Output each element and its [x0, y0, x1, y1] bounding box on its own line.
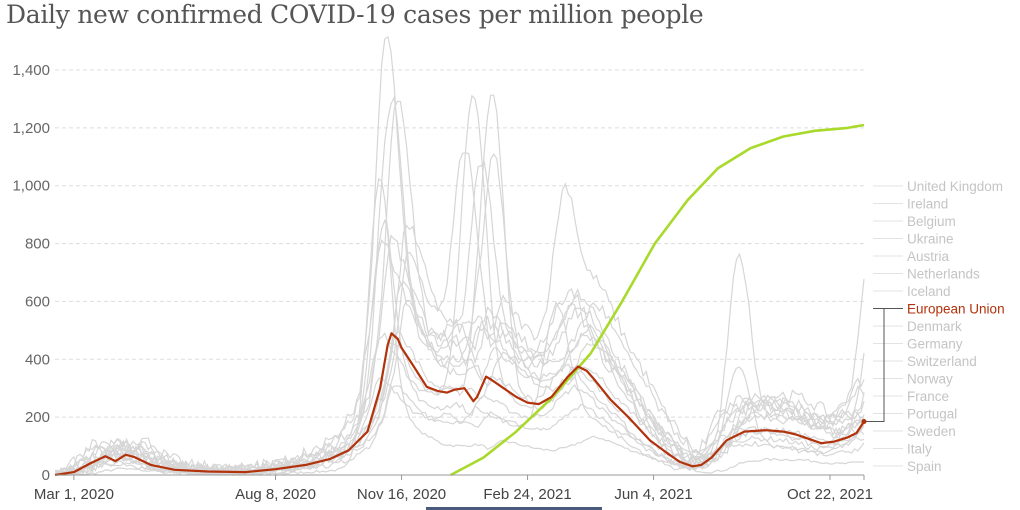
- legend-label: Norway: [907, 372, 953, 387]
- legend-item[interactable]: Belgium: [873, 214, 956, 229]
- legend-item[interactable]: Switzerland: [873, 354, 977, 369]
- y-tick-label: 1,200: [12, 120, 50, 137]
- legend-label: Denmark: [907, 319, 962, 334]
- legend[interactable]: United Kingdom Ireland Belgium Ukraine Austr…: [866, 179, 1005, 474]
- x-tick-label: Mar 1, 2020: [34, 486, 114, 503]
- legend-label: Ukraine: [907, 232, 954, 247]
- country-line: [54, 152, 865, 477]
- legend-item[interactable]: Netherlands: [873, 267, 980, 282]
- eu-series: [54, 332, 867, 477]
- x-axis: Mar 1, 2020 Aug 8, 2020 Nov 16, 2020 Feb 24…: [34, 474, 873, 503]
- legend-label: Switzerland: [907, 354, 977, 369]
- eu-line: [54, 332, 865, 477]
- country-line: [54, 331, 865, 476]
- legend-item[interactable]: United Kingdom: [873, 179, 1003, 194]
- x-tick-label: Oct 22, 2021: [787, 486, 873, 503]
- other-country-series: [54, 35, 865, 477]
- country-line: [54, 366, 865, 476]
- country-line: [55, 152, 865, 477]
- y-axis-ticks: 0 200 400 600 800 1,000 1,200 1,400: [12, 62, 50, 484]
- country-line: [54, 100, 865, 477]
- x-tick-label: Feb 24, 2021: [483, 486, 571, 503]
- legend-label: European Union: [907, 302, 1005, 317]
- country-line: [54, 160, 865, 477]
- legend-label: Netherlands: [907, 267, 980, 282]
- eu-legend-connector: [866, 308, 903, 422]
- gridlines: [55, 69, 864, 418]
- legend-item[interactable]: Portugal: [873, 407, 957, 422]
- x-tick-label: Nov 16, 2020: [357, 486, 446, 503]
- legend-item[interactable]: Norway: [873, 372, 953, 387]
- legend-item[interactable]: Italy: [873, 442, 932, 457]
- y-tick-label: 600: [25, 293, 50, 310]
- legend-item[interactable]: Ukraine: [873, 232, 954, 247]
- legend-label: Spain: [907, 459, 942, 474]
- legend-label: Ireland: [907, 197, 948, 212]
- legend-label: United Kingdom: [907, 179, 1003, 194]
- legend-item[interactable]: France: [873, 389, 949, 404]
- legend-item[interactable]: Germany: [873, 337, 963, 352]
- legend-label: Sweden: [907, 424, 956, 439]
- legend-label: Iceland: [907, 284, 951, 299]
- x-tick-label: Jun 4, 2021: [614, 486, 692, 503]
- country-line: [54, 234, 865, 476]
- legend-item[interactable]: Iceland: [873, 284, 951, 299]
- y-tick-label: 800: [25, 236, 50, 253]
- legend-label: Germany: [907, 337, 963, 352]
- legend-label: Italy: [907, 442, 932, 457]
- legend-label: France: [907, 389, 949, 404]
- eu-end-point: [861, 418, 867, 424]
- trend-line: [450, 123, 865, 477]
- y-tick-label: 400: [25, 351, 50, 368]
- country-line: [54, 95, 865, 476]
- legend-item[interactable]: Austria: [873, 249, 950, 264]
- x-tick-label: Aug 8, 2020: [235, 486, 316, 503]
- legend-item[interactable]: Spain: [873, 459, 942, 474]
- chart-title: Daily new confirmed COVID-19 cases per m…: [6, 0, 704, 29]
- y-tick-label: 200: [25, 409, 50, 426]
- legend-item[interactable]: Denmark: [873, 319, 962, 334]
- country-line: [55, 182, 865, 476]
- timeline-scroll-bar[interactable]: [426, 507, 602, 510]
- legend-label: Portugal: [907, 407, 957, 422]
- y-tick-label: 1,000: [12, 178, 50, 195]
- country-line: [54, 35, 865, 476]
- legend-label: Belgium: [907, 214, 956, 229]
- legend-item[interactable]: Sweden: [873, 424, 956, 439]
- y-tick-label: 0: [42, 467, 50, 484]
- legend-item[interactable]: Ireland: [873, 197, 948, 212]
- legend-label: Austria: [907, 249, 950, 264]
- y-tick-label: 1,400: [12, 62, 50, 79]
- country-line: [55, 178, 865, 476]
- trend-series: [450, 123, 865, 477]
